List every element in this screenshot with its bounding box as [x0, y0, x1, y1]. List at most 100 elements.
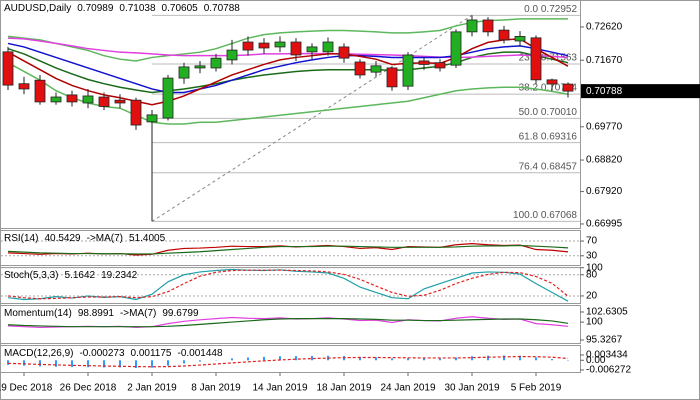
fib-label: 50.0 0.70010: [519, 107, 578, 118]
fib-label: 0.0 0.72952: [524, 4, 577, 15]
y-tick-label: 0.69770: [586, 121, 623, 132]
x-tick-label: 14 Jan 2019: [252, 383, 307, 394]
x-tick-label: 18 Jan 2019: [316, 383, 371, 394]
header-item: ->MA(7): [120, 308, 156, 319]
macd-bar: [231, 358, 233, 361]
signal-line: [7, 355, 569, 368]
header-item: ->MA(7): [87, 233, 123, 244]
candle-body: [354, 61, 366, 76]
header-item: 5.1642: [64, 270, 95, 281]
header-item: -0.001448: [177, 348, 222, 359]
macd-bar: [183, 360, 185, 364]
y-tick-label: -0.006272: [586, 365, 631, 376]
macd-bar: [407, 358, 409, 361]
candle-body: [290, 41, 302, 56]
candle-body: [98, 96, 110, 107]
candle-body: [258, 42, 270, 49]
candle-body: [498, 29, 510, 41]
header-item: 0.70989: [77, 3, 114, 14]
candle-body: [418, 60, 430, 65]
x-tick-label: 19 Dec 2018: [0, 383, 53, 394]
candle-body: [562, 83, 574, 92]
macd-bar: [55, 360, 57, 367]
panel-frame: [0, 0, 581, 229]
candle-body: [514, 36, 526, 42]
y-tick-label: 0.003434: [586, 350, 628, 361]
macd-bar: [167, 360, 169, 366]
y-tick-label: 0.68820: [586, 155, 623, 166]
macd-bar: [471, 356, 473, 361]
y-tick-label: 100: [586, 317, 603, 328]
x-tick-label: 30 Jan 2019: [444, 383, 499, 394]
panel-frame: [0, 230, 581, 266]
panel-header: Momentum(14) 98.8991 ->MA(7) 99.6799: [4, 308, 199, 319]
candle-body: [146, 114, 158, 123]
candle-body: [466, 19, 478, 33]
header-item: 99.6799: [162, 308, 199, 319]
moving-average: [7, 37, 569, 59]
y-tick-label: 0.71670: [586, 55, 623, 66]
y-tick-label: 95.3267: [586, 335, 623, 346]
candle-body: [450, 31, 462, 66]
header-item: RSI(14): [4, 233, 38, 244]
macd-bar: [311, 355, 313, 361]
candle-body: [162, 77, 174, 119]
moving-average: [7, 38, 569, 106]
fib-label: 38.2 0.70704: [519, 83, 578, 94]
macd-bar: [455, 357, 457, 361]
x-tick-label: 8 Jan 2019: [191, 383, 241, 394]
header-item: -0.000273: [79, 348, 124, 359]
indicator-line: [7, 244, 569, 255]
candle-body: [66, 94, 78, 103]
macd-bar: [135, 360, 137, 368]
candle-body: [178, 66, 190, 79]
macd-bar: [7, 360, 9, 365]
panel-header: RSI(14) 40.5429 ->MA(7) 51.4005: [4, 233, 166, 244]
macd-bar: [199, 360, 201, 362]
candle-body: [210, 57, 222, 69]
y-tick-label: 100: [586, 262, 603, 273]
moving-average: [7, 42, 569, 94]
macd-bar: [103, 360, 105, 368]
macd-bar: [503, 355, 505, 361]
y-tick-label: 0.66995: [586, 219, 623, 230]
price-box: [581, 84, 700, 99]
indicator-line: [7, 318, 569, 328]
candle-body: [226, 49, 238, 61]
panel-header: MACD(12,26,9) -0.000273 0.001175 -0.001448: [4, 348, 223, 359]
current-price: 0.70788: [586, 86, 623, 97]
macd-bar: [375, 357, 377, 361]
y-tick-label: 80: [586, 269, 598, 280]
candle-body: [386, 67, 398, 88]
macd-bar: [295, 356, 297, 361]
macd-bar: [519, 355, 521, 361]
macd-bar: [423, 358, 425, 361]
header-item: AUDUSD,Daily: [4, 3, 71, 14]
candle-body: [242, 41, 254, 51]
panel-frame: [0, 345, 581, 373]
macd-bar: [551, 359, 553, 361]
y-tick-label: 102.6305: [586, 307, 628, 318]
header-item: Momentum(14): [4, 308, 72, 319]
candle-body: [370, 65, 382, 73]
candle-body: [306, 46, 318, 53]
header-item: MACD(12,26,9): [4, 348, 73, 359]
header-item: 0.70788: [204, 3, 241, 14]
candle-body: [130, 99, 142, 126]
macd-bar: [535, 357, 537, 361]
macd-bar: [487, 355, 489, 361]
macd-bar: [439, 358, 441, 361]
candle-body: [322, 41, 334, 53]
macd-bar: [151, 360, 153, 368]
panel-header: AUDUSD,Daily 0.70989 0.71038 0.70605 0.70788: [4, 3, 240, 14]
header-item: 0.71038: [119, 3, 156, 14]
candle-body: [402, 54, 414, 87]
header-item: 19.2342: [101, 270, 138, 281]
candle-body: [34, 79, 46, 103]
candle-body: [530, 37, 542, 81]
fib-label: 76.4 0.68457: [519, 161, 578, 172]
x-tick-label: 5 Feb 2019: [511, 383, 562, 394]
macd-bar: [279, 356, 281, 361]
candle-body: [18, 83, 30, 90]
